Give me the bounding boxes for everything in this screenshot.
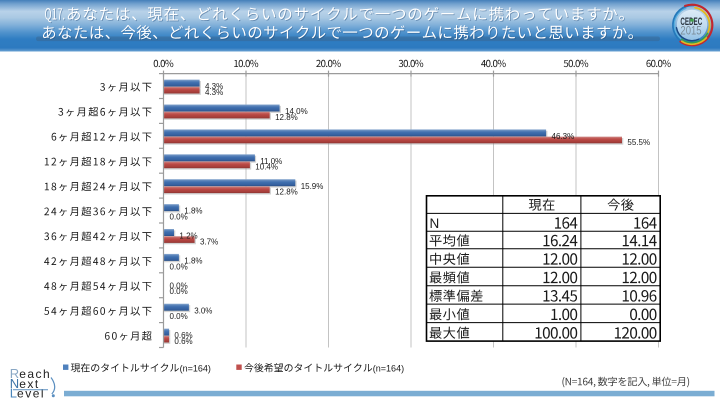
- svg-text:46.3%: 46.3%: [552, 132, 575, 141]
- svg-text:0.0%: 0.0%: [170, 262, 188, 271]
- svg-text:3.7%: 3.7%: [200, 237, 218, 246]
- svg-text:0.6%: 0.6%: [174, 337, 192, 346]
- svg-text:0.0%: 0.0%: [170, 287, 188, 296]
- svg-text:0.0%: 0.0%: [170, 281, 188, 290]
- svg-text:N: N: [430, 216, 440, 231]
- svg-text:1.8%: 1.8%: [184, 207, 202, 216]
- svg-text:Next: Next: [10, 376, 40, 391]
- svg-text:Reach: Reach: [10, 366, 51, 381]
- svg-text:1.8%: 1.8%: [184, 257, 202, 266]
- svg-text:14.0%: 14.0%: [285, 107, 308, 116]
- svg-text:12.8%: 12.8%: [275, 188, 298, 197]
- svg-text:(n=164): (n=164): [373, 363, 404, 373]
- svg-text:55.5%: 55.5%: [627, 138, 650, 147]
- svg-text:11.0%: 11.0%: [260, 157, 282, 166]
- svg-text:1.2%: 1.2%: [179, 232, 197, 241]
- svg-text:0.6%: 0.6%: [174, 331, 192, 340]
- svg-text:3.0%: 3.0%: [194, 306, 212, 315]
- svg-text:12.8%: 12.8%: [275, 113, 298, 122]
- svg-text:4.3%: 4.3%: [205, 88, 223, 97]
- svg-text:0.0%: 0.0%: [170, 213, 188, 222]
- svg-text:(n=164): (n=164): [180, 363, 211, 373]
- svg-text:Level: Level: [10, 386, 45, 401]
- svg-text:2015: 2015: [680, 24, 701, 37]
- svg-text:15.9%: 15.9%: [301, 182, 324, 191]
- svg-text:4.3%: 4.3%: [205, 82, 223, 91]
- svg-text:10.4%: 10.4%: [255, 163, 278, 172]
- svg-text:0.0%: 0.0%: [170, 312, 188, 321]
